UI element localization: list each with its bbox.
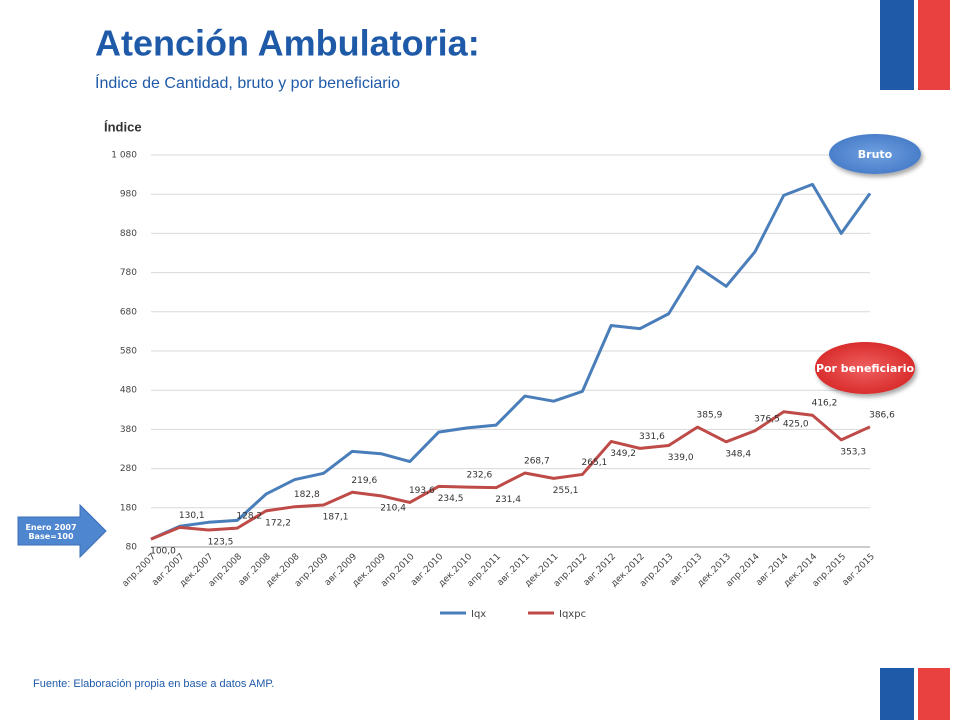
source: Fuente: Elaboración propia en base a dat…	[33, 678, 274, 690]
y-tick-label: 280	[120, 464, 137, 474]
flag-top	[880, 0, 950, 90]
y-tick-label: 980	[120, 190, 137, 200]
data-label: 353,3	[840, 447, 866, 457]
base-label: Enero 2007 Base=100	[25, 523, 77, 541]
title: Atención Ambulatoria:	[95, 23, 480, 64]
data-label: 385,9	[697, 411, 723, 421]
subtitle: Índice de Cantidad, bruto y por benefici…	[95, 73, 400, 92]
data-label: 331,6	[639, 432, 665, 442]
data-label: 128,2	[236, 512, 262, 522]
line-iqxpc	[150, 410, 871, 541]
data-label: 123,5	[208, 537, 234, 547]
data-label: 255,1	[553, 486, 579, 496]
y-axis-label: Índice	[104, 119, 142, 134]
flag-bottom	[880, 668, 950, 720]
base-arrow	[17, 503, 107, 559]
data-label: 232,6	[466, 471, 492, 481]
data-label: 231,4	[495, 495, 521, 505]
y-tick-label: 680	[120, 307, 137, 317]
data-label: 265,1	[582, 458, 608, 468]
data-label: 182,8	[294, 490, 320, 500]
data-label: 376,5	[754, 414, 780, 424]
bruto-bubble: Bruto	[829, 134, 921, 174]
y-tick-label: 80	[126, 543, 138, 553]
y-tick-label: 580	[120, 347, 137, 357]
y-tick-label: 1 080	[111, 151, 137, 161]
data-label: 172,2	[265, 518, 291, 528]
data-label: 210,4	[380, 503, 406, 513]
y-tick-label: 780	[120, 268, 137, 278]
y-tick-label: 480	[120, 386, 137, 396]
data-label: 339,0	[668, 453, 694, 463]
data-label: 193,6	[409, 486, 435, 496]
legend-label: Iqx	[471, 609, 486, 620]
beneficiario-bubble: Por beneficiario	[815, 342, 915, 394]
legend-label: Iqxpc	[559, 609, 586, 620]
y-tick-label: 180	[120, 503, 137, 513]
data-label: 425,0	[783, 419, 809, 429]
y-tick-label: 880	[120, 229, 137, 239]
data-label: 349,2	[610, 449, 636, 459]
data-label: 234,5	[438, 494, 464, 504]
data-label: 268,7	[524, 457, 550, 467]
data-label: 219,6	[351, 476, 377, 486]
line-iqx	[150, 182, 872, 541]
data-label: 100,0	[150, 547, 176, 557]
y-tick-label: 380	[120, 425, 137, 435]
data-label: 187,1	[323, 513, 349, 523]
data-label: 386,6	[869, 410, 895, 420]
data-label: 416,2	[812, 399, 838, 409]
data-label: 130,1	[179, 511, 205, 521]
data-label: 348,4	[725, 449, 751, 459]
